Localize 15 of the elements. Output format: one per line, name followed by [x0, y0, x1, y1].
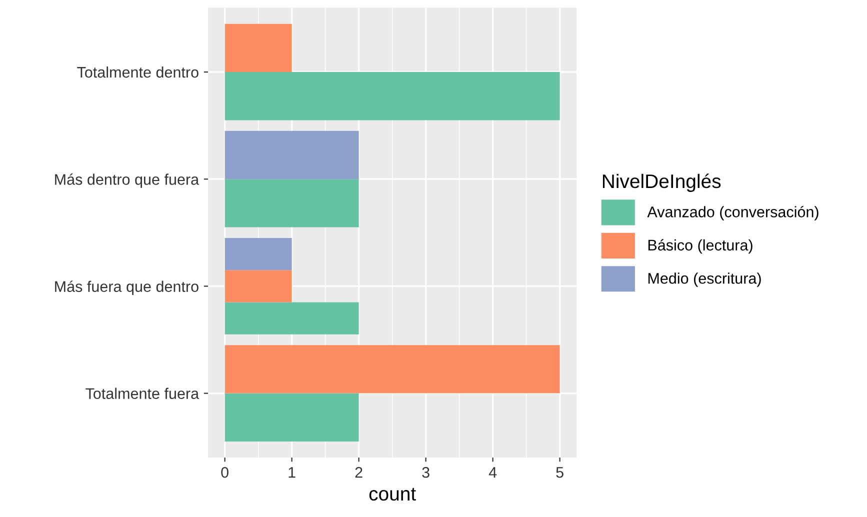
x-tick-label: 0: [221, 466, 228, 478]
x-tick-label: 3: [422, 466, 430, 478]
x-tick-label: 1: [288, 467, 296, 478]
x-tick-label: 5: [556, 467, 564, 478]
legend-label: Avanzado (conversación): [647, 206, 818, 220]
legend-title: NivelDeInglés: [602, 174, 721, 192]
y-tick-label: Más fuera que dentro: [55, 280, 198, 295]
legend-label: Medio (escritura): [648, 272, 761, 287]
x-tick-label: 4: [488, 467, 497, 478]
y-tick-label: Totalmente dentro: [77, 66, 198, 78]
x-axis-title: count: [369, 488, 416, 501]
y-tick-label: Más dentro que fuera: [55, 173, 200, 188]
y-tick-label: Totalmente fuera: [86, 388, 200, 399]
legend-label: Básico (lectura): [648, 239, 752, 254]
x-tick-label: 2: [355, 466, 362, 478]
